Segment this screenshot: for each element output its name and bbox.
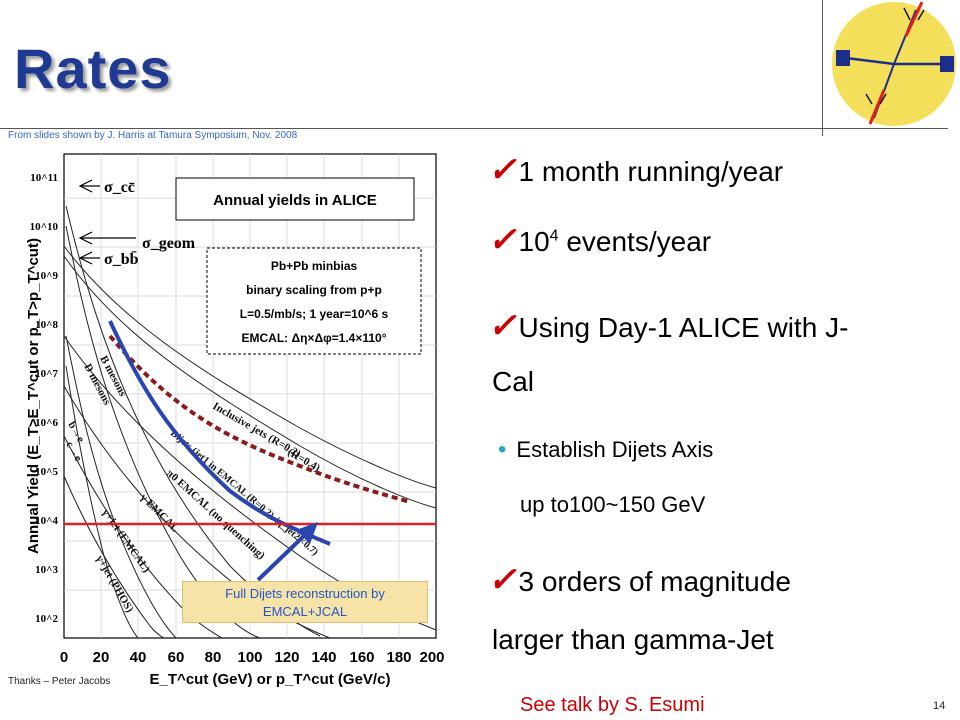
bullet-item: ✓3 orders of magnitude [488, 561, 791, 599]
x-tick-label: 200 [419, 649, 444, 666]
y-tick-label: 10^2 [35, 613, 58, 625]
page-number: 14 [933, 700, 946, 712]
y-axis-title: Annual Yield (E_T>E_T^cut or p_T>p_T^cut… [25, 238, 42, 554]
dijets-dashed-red-curve [108, 334, 411, 504]
x-tick-label: 20 [93, 649, 110, 666]
legend-line: L=0.5/mb/s; 1 year=10^6 s [240, 307, 389, 321]
y-tick-label: 10^6 [35, 417, 58, 429]
bullet-item: ✓104 events/year [488, 221, 712, 259]
curve-gamma-jet-phos [63, 475, 165, 639]
y-tick-label: 10^3 [35, 564, 58, 576]
callout-arrowhead [296, 522, 318, 544]
sigma-label: σ_cc̄ [104, 179, 135, 196]
sub-bullet-item: • Establish Dijets Axis [498, 436, 714, 463]
check-icon: ✓ [488, 221, 517, 259]
check-icon: ✓ [488, 307, 517, 345]
x-tick-label: 100 [237, 649, 262, 666]
legend-title-box [175, 177, 415, 221]
sigma-label: σ_bb̄ [104, 249, 139, 268]
y-tick-label: 10^10 [30, 221, 59, 233]
legend-line: EMCAL: Δη×Δφ=1.4×110° [241, 331, 386, 345]
x-tick-label: 160 [349, 649, 374, 666]
x-tick-label: 140 [311, 649, 336, 666]
callout-line: Full Dijets reconstruction by [225, 586, 385, 601]
bullet-item: ✓Using Day-1 ALICE with J- [488, 307, 849, 345]
logo-divider [822, 0, 823, 136]
callout-box: Full Dijets reconstruction by EMCAL+JCAL [182, 581, 428, 623]
plot-grid [64, 154, 436, 638]
sub-bullet-continuation: up to100~150 GeV [520, 492, 706, 517]
x-axis-title: E_T^cut (GeV) or p_T^cut (GeV/c) [150, 671, 391, 688]
curve-gamma-jet-emcal [63, 435, 223, 639]
talk-reference: See talk by S. Esumi [520, 694, 705, 716]
y-tick-label: 10^8 [35, 319, 58, 331]
y-tick-label: 10^11 [30, 172, 58, 184]
callout-line: EMCAL+JCAL [262, 604, 348, 619]
legend-title: Annual yields in ALICE [213, 192, 377, 209]
source-note: From slides shown by J. Harris at Tamura… [8, 130, 298, 141]
legend-line: Pb+Pb minbias [271, 259, 358, 273]
title-divider [0, 128, 948, 129]
x-tick-label: 60 [168, 649, 185, 666]
bullet-item: ✓1 month running/year [488, 151, 784, 189]
legend-params-box [206, 247, 422, 355]
check-icon: ✓ [488, 151, 517, 189]
bullet-continuation: larger than gamma-Jet [492, 624, 774, 655]
x-tick-label: 40 [130, 649, 147, 666]
legend-line: binary scaling from p+p [246, 283, 382, 297]
sigma-label: σ_geom [142, 235, 196, 252]
x-tick-label: 80 [205, 649, 222, 666]
x-tick-label: 0 [60, 649, 68, 666]
y-tick-label: 10^4 [35, 515, 58, 527]
annual-yield-plot: 10^2 10^3 10^4 10^5 10^6 10^7 10^8 10^9 … [25, 153, 445, 688]
x-tick-label: 180 [386, 649, 411, 666]
dijet-logo-icon [832, 1, 956, 126]
y-tick-label: 10^5 [35, 466, 58, 478]
acknowledgement: Thanks – Peter Jacobs [8, 676, 111, 687]
curve-gamma-emcal [63, 385, 331, 639]
curve-inclusive-jets-02 [63, 255, 437, 509]
x-tick-label: 120 [274, 649, 299, 666]
y-tick-label: 10^9 [35, 270, 58, 282]
callout-arrow [256, 530, 310, 582]
bullet-dot-icon: • [498, 436, 507, 463]
curve-inclusive-jets-04 [63, 245, 437, 489]
y-tick-label: 10^7 [35, 368, 58, 380]
check-icon: ✓ [488, 561, 517, 599]
slide-title: Rates [14, 37, 172, 100]
curve-c-e [65, 365, 139, 639]
bullet-continuation: Cal [492, 366, 535, 397]
